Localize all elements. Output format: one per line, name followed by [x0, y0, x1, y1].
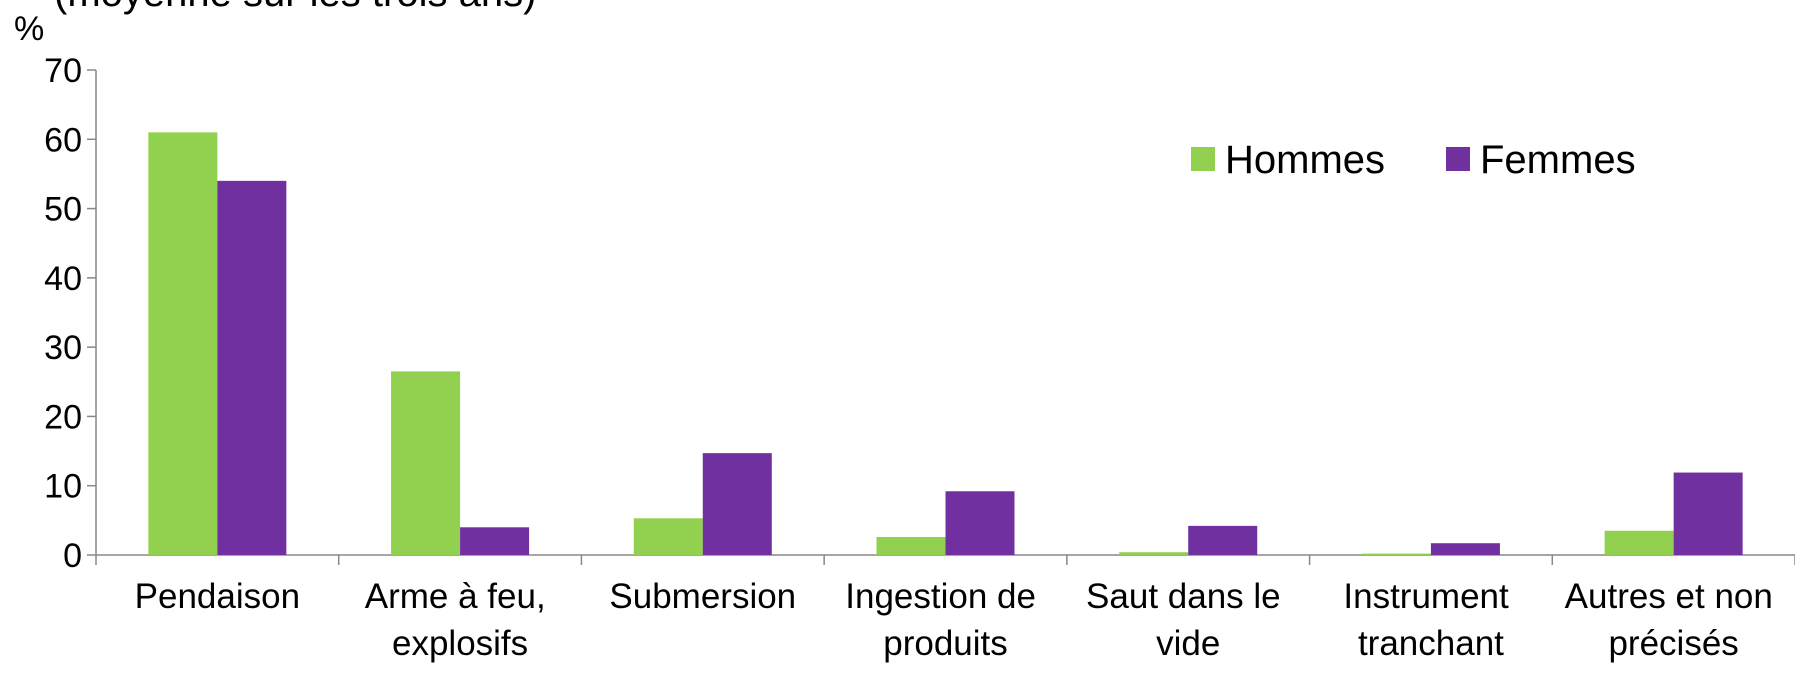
- bar: [460, 527, 530, 555]
- legend-swatch: [1446, 147, 1470, 171]
- x-tick-label: Saut dans le vide: [1086, 577, 1290, 663]
- bar: [1430, 543, 1500, 555]
- y-tick-label: 10: [44, 468, 82, 506]
- legend-swatch: [1191, 147, 1215, 171]
- x-tick-label: Submersion: [609, 577, 796, 616]
- bar: [945, 491, 1015, 555]
- y-tick-label: 40: [44, 260, 82, 298]
- y-tick-label: 70: [44, 52, 82, 90]
- bar: [1188, 525, 1258, 555]
- bar: [633, 518, 703, 555]
- legend-label: Femmes: [1480, 138, 1636, 182]
- bar: [1119, 552, 1189, 555]
- y-tick-label: 20: [44, 398, 82, 436]
- bar: [1604, 530, 1674, 555]
- bar: [217, 180, 287, 555]
- chart-subtitle: (moyenne sur les trois ans): [54, 0, 536, 15]
- x-tick-label: Ingestion de produits: [845, 577, 1045, 663]
- bar: [1361, 553, 1431, 555]
- bar: [702, 453, 772, 555]
- bar: [148, 132, 218, 555]
- x-tick-label: Instrument tranchant: [1343, 577, 1518, 663]
- y-axis-label: %: [14, 10, 44, 48]
- x-tick-label: Arme à feu, explosifs: [365, 577, 556, 663]
- y-tick-label: 30: [44, 329, 82, 367]
- y-tick-label: 50: [44, 191, 82, 229]
- bar: [391, 371, 461, 555]
- y-tick-label: 0: [63, 537, 82, 575]
- legend-label: Hommes: [1225, 138, 1385, 182]
- bar: [1673, 472, 1743, 555]
- x-tick-label: Pendaison: [135, 577, 300, 616]
- x-tick-label: Autres et non précisés: [1565, 577, 1783, 663]
- bar: [876, 536, 946, 555]
- y-tick-label: 60: [44, 121, 82, 159]
